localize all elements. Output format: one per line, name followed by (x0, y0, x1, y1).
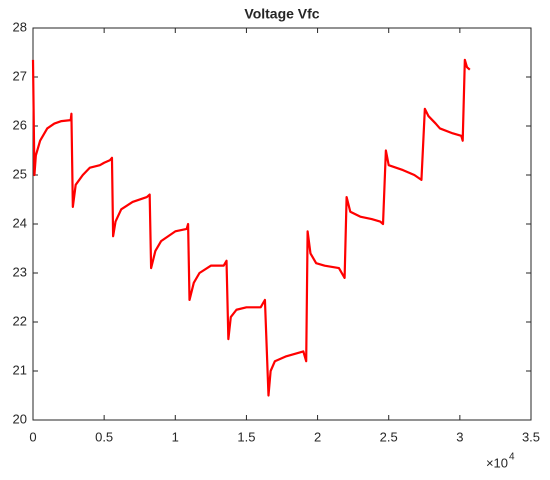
x-tick-label: 3 (456, 429, 463, 444)
y-tick-label: 20 (13, 411, 27, 426)
y-tick-label: 24 (13, 215, 27, 230)
y-tick-label: 26 (13, 117, 27, 132)
y-tick-label: 22 (13, 313, 27, 328)
y-tick-label: 27 (13, 68, 27, 83)
data-line (31, 58, 471, 397)
y-tick-label: 25 (13, 166, 27, 181)
x-exponent: 4 (509, 452, 515, 463)
x-tick-label: 1.5 (237, 429, 255, 444)
y-tick-label: 23 (13, 264, 27, 279)
x-tick-label: 0.5 (95, 429, 113, 444)
x-tick-label: 0 (29, 429, 36, 444)
x-tick-label: 1 (172, 429, 179, 444)
x-tick-label: 3.5 (522, 429, 540, 444)
x-tick-label: 2.5 (380, 429, 398, 444)
x-exponent-base: ×10 (486, 455, 508, 470)
chart-title: Voltage Vfc (244, 6, 319, 22)
y-tick-label: 28 (13, 19, 27, 34)
x-tick-label: 2 (314, 429, 321, 444)
y-tick-label: 21 (13, 362, 27, 377)
